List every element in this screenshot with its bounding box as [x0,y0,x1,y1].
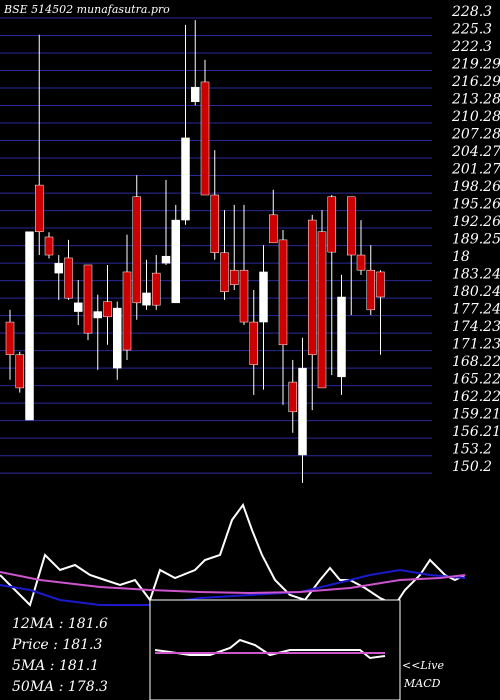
indicator-label: 5MA : 181.1 [12,658,99,674]
candle-body [366,269,375,311]
candle-body [44,236,54,256]
candle-body [308,219,317,355]
candle-body [54,262,63,274]
candle-body [327,196,336,253]
candle-body [191,86,200,103]
candle-body [317,231,327,389]
indicator-label: 50MA : 178.3 [12,679,108,695]
live-label: <<Live [402,659,444,672]
candle-body [249,321,258,365]
indicator-line [0,568,466,606]
candle-body [113,307,122,369]
candle-body [376,271,385,298]
candle-body [220,252,229,293]
y-tick-label: 18 [452,249,470,265]
candle-body [210,194,219,253]
panel-frame [149,599,401,700]
y-tick-label: 177.24 [452,302,500,318]
candle-body [35,184,44,232]
candle-body [171,219,180,304]
candle-body [337,296,346,378]
indicator-line [154,638,386,660]
y-tick-label: 192.26 [452,214,500,230]
y-tick-label: 225.3 [451,21,492,37]
y-tick-label: 219.29 [451,57,500,73]
chart-title: BSE 514502 munafasutra.pro [3,3,170,16]
y-tick-label: 201.27 [451,162,500,178]
candle-body [259,271,268,323]
y-tick-label: 162.22 [452,389,500,405]
candle-body [278,239,288,346]
y-tick-label: 222.3 [451,39,492,55]
candle-body [181,137,190,221]
candle-body [15,354,24,389]
candle-body [356,254,366,271]
y-tick-label: 183.24 [452,267,500,283]
y-tick-label: 195.26 [452,197,500,213]
candle-body [347,196,356,256]
y-tick-label: 204.27 [451,144,500,160]
candle-body [74,302,83,312]
y-tick-label: 207.28 [451,127,500,143]
candle-body [64,257,73,299]
candle-body [161,255,171,264]
candle-body [298,367,307,456]
y-tick-label: 174.23 [452,319,500,335]
candle-body [239,269,249,323]
candle-body [25,231,34,421]
candle-body [83,264,93,334]
candle-body [142,292,151,306]
candle-body [230,269,239,286]
indicator-line [0,571,466,595]
candle-body [200,81,210,196]
indicator-label: 12MA : 181.6 [12,616,108,632]
y-tick-label: 165.22 [452,372,500,388]
candle-body [5,321,15,355]
candle-body [103,301,112,318]
y-tick-label: 189.25 [452,232,500,248]
y-tick-label: 156.21 [452,424,500,440]
candle-body [122,271,132,351]
y-tick-label: 228.3 [451,4,492,20]
candle-body [269,214,278,244]
panel-title: MACD [403,677,441,690]
candle-body [288,381,297,413]
y-tick-label: 153.2 [452,442,492,458]
y-tick-label: 198.26 [452,179,500,195]
y-tick-label: 180.24 [452,284,500,300]
y-tick-label: 216.29 [451,74,500,90]
candle-body [152,272,161,306]
y-tick-label: 213.28 [451,92,500,108]
y-tick-label: 150.2 [452,459,492,475]
y-tick-label: 171.23 [452,337,500,353]
y-tick-label: 168.22 [452,354,500,370]
y-tick-label: 210.28 [451,109,500,125]
indicator-label: Price : 181.3 [11,637,103,653]
y-tick-label: 159.21 [452,407,500,423]
candle-body [132,196,141,304]
candle-body [93,311,102,319]
